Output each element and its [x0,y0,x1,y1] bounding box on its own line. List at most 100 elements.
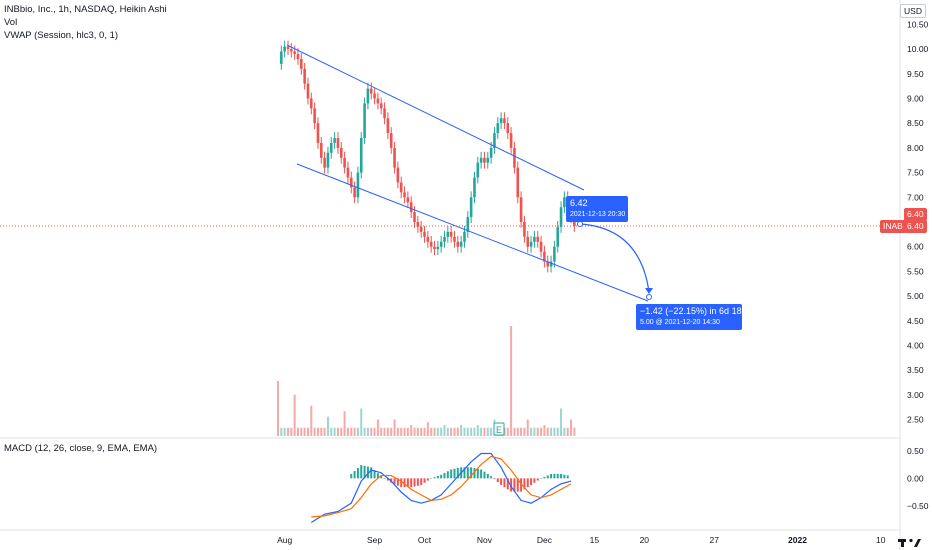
price-tick-label: 3.50 [907,365,924,375]
volume-bar [556,427,559,436]
macd-histogram-bar [513,478,516,492]
candle-body [419,226,423,232]
candle-body [313,108,316,124]
volume-bar [546,427,549,436]
candle-body [476,162,480,178]
macd-legend[interactable]: MACD (12, 26, close, 9, EMA, EMA) [4,443,158,454]
macd-histogram-bar [566,475,569,479]
macd-histogram-bar [546,475,549,479]
volume-bar [430,427,433,436]
time-tick-label: 27 [709,535,719,545]
volume-bar [530,427,533,436]
candle-body [489,147,493,158]
volume-bar [506,427,509,436]
volume-bar [400,427,403,436]
volume-bar [340,427,343,436]
candle-body [280,51,283,64]
macd-histogram-bar [413,478,416,487]
macd-histogram-bar [430,478,433,479]
candle-body [359,138,363,173]
price-tick-label: 2.50 [907,415,924,425]
projection-arc[interactable] [579,223,650,293]
volume-bar [350,427,353,436]
candle-body [339,147,343,158]
volume-bar [293,394,296,436]
macd-histogram-bar [490,476,493,479]
price-tick-label: 7.00 [907,192,924,202]
macd-histogram-bar [373,470,376,479]
projection-label-box[interactable]: −1.42 (−22.15%) in 6d 18h 5.00 @ 2021-12… [636,304,747,330]
time-axis[interactable]: Aug Sep Oct Nov Dec 15 20 27 2022 10 [277,535,886,545]
vwap-legend[interactable]: VWAP (Session, hlc3, 0, 1) [4,30,119,41]
candle-body [376,98,380,104]
price-tick-label: 7.50 [907,168,924,178]
volume-bar [486,427,489,436]
macd-tick-label: 0.50 [907,446,924,456]
candle-body [363,103,366,138]
candle-body [523,222,526,237]
macd-axis[interactable]: 0.50 0.00 −0.50 [907,446,929,511]
candle-body [366,88,370,104]
macd-histogram-bar [370,467,373,479]
time-tick-label: 15 [590,535,600,545]
macd-histogram-bar [443,473,446,479]
time-tick-label: 10 [876,535,886,545]
candle-body [526,236,530,247]
macd-histogram [350,465,569,492]
candle-body [543,251,546,262]
macd-histogram-bar [520,478,523,492]
candle-body [486,157,490,163]
point-label-box[interactable]: 6.42 2021-12-13 20:30 [566,196,628,222]
price-tick-label: 5.00 [907,291,924,301]
channel-lower-line[interactable] [296,163,649,302]
volume-bar [403,427,406,436]
volume-bar [436,427,439,436]
candle-body [443,236,446,242]
candle-body [333,138,336,143]
channel-upper-line[interactable] [286,44,585,191]
volume-bar [516,427,519,436]
macd-histogram-bar [426,478,429,481]
macd-histogram-bar [530,478,533,485]
volume-bar [463,427,466,436]
candle-body [519,197,523,222]
candle-body [403,192,406,198]
volume-bar [466,427,469,436]
projection-end-point[interactable] [646,294,652,300]
candle-body [466,217,470,232]
time-tick-label: Sep [367,535,382,545]
volume-bar [360,408,363,436]
volume-bar [363,427,366,436]
macd-histogram-bar [406,478,409,488]
macd-histogram-bar [466,467,469,479]
candle-body [549,261,553,267]
macd-lines [310,452,572,523]
volume-bar [566,427,569,436]
earnings-marker-box[interactable] [493,422,505,436]
candle-body [379,103,383,109]
candle-body [383,108,386,119]
volume-bar [316,427,319,436]
candle-body [473,177,476,198]
volume-bar [426,422,429,436]
volume-bar [483,427,486,436]
volume-bar [390,427,393,436]
macd-histogram-bar [366,466,369,479]
volume-bar [510,326,513,436]
candle-body [286,46,290,50]
currency-badge[interactable]: USD [900,4,926,18]
volume-bar [333,427,336,436]
macd-histogram-bar [533,478,536,483]
macd-histogram-bar [420,478,423,485]
vol-legend[interactable]: Vol [4,17,18,28]
volume-bar [433,427,436,436]
volume-bar [536,427,539,436]
projection-start-point[interactable] [577,221,583,227]
macd-histogram-bar [403,478,406,488]
volume-bar [413,427,416,436]
time-tick-label: Nov [477,535,493,545]
volume-bar [380,427,383,436]
symbol-legend[interactable]: INBbio, Inc., 1h, NASDAQ, Heikin Ashi [4,4,167,15]
candle-body [536,236,540,242]
